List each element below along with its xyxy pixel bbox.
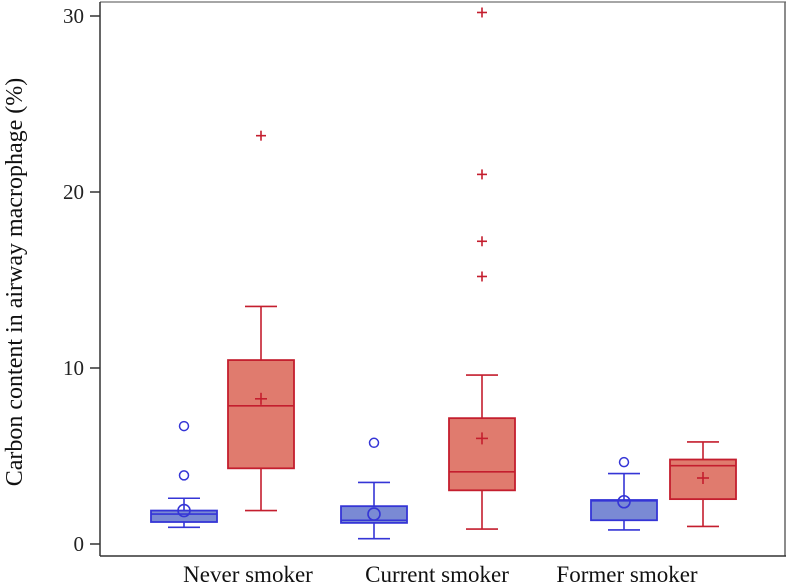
outlier: [178, 470, 190, 481]
plot-frame: [99, 1, 786, 557]
y-tick-label: 30: [63, 4, 84, 28]
x-category-label: Former smoker: [556, 562, 698, 586]
x-axis-categories: Never smoker Current smoker Former smoker: [183, 562, 698, 586]
outlier: [618, 456, 630, 468]
iqr-box: [227, 359, 295, 470]
mean-marker: [617, 494, 631, 509]
mean-marker: [177, 503, 191, 518]
box-groups: [150, 7, 737, 540]
box-red-2: [669, 441, 737, 528]
box-blue-2: [590, 456, 658, 531]
iqr-box: [448, 417, 516, 492]
y-tick-label: 0: [74, 532, 85, 556]
box-blue-0: [150, 420, 218, 529]
box-blue-1: [340, 437, 408, 540]
mean-marker: [367, 507, 381, 521]
iqr-box: [340, 505, 408, 524]
y-tick-label: 20: [63, 180, 84, 204]
outlier: [368, 437, 380, 449]
iqr-box: [590, 499, 658, 522]
box-red-0: [227, 130, 295, 512]
y-tick-label: 10: [63, 356, 84, 380]
y-axis-ticks: 0 10 20 30: [63, 4, 100, 556]
box-red-1: [448, 7, 516, 530]
x-category-label: Current smoker: [365, 562, 509, 586]
x-category-label: Never smoker: [183, 562, 313, 586]
outlier: [178, 420, 190, 432]
y-axis-title: Carbon content in airway macrophage (%): [2, 78, 28, 487]
